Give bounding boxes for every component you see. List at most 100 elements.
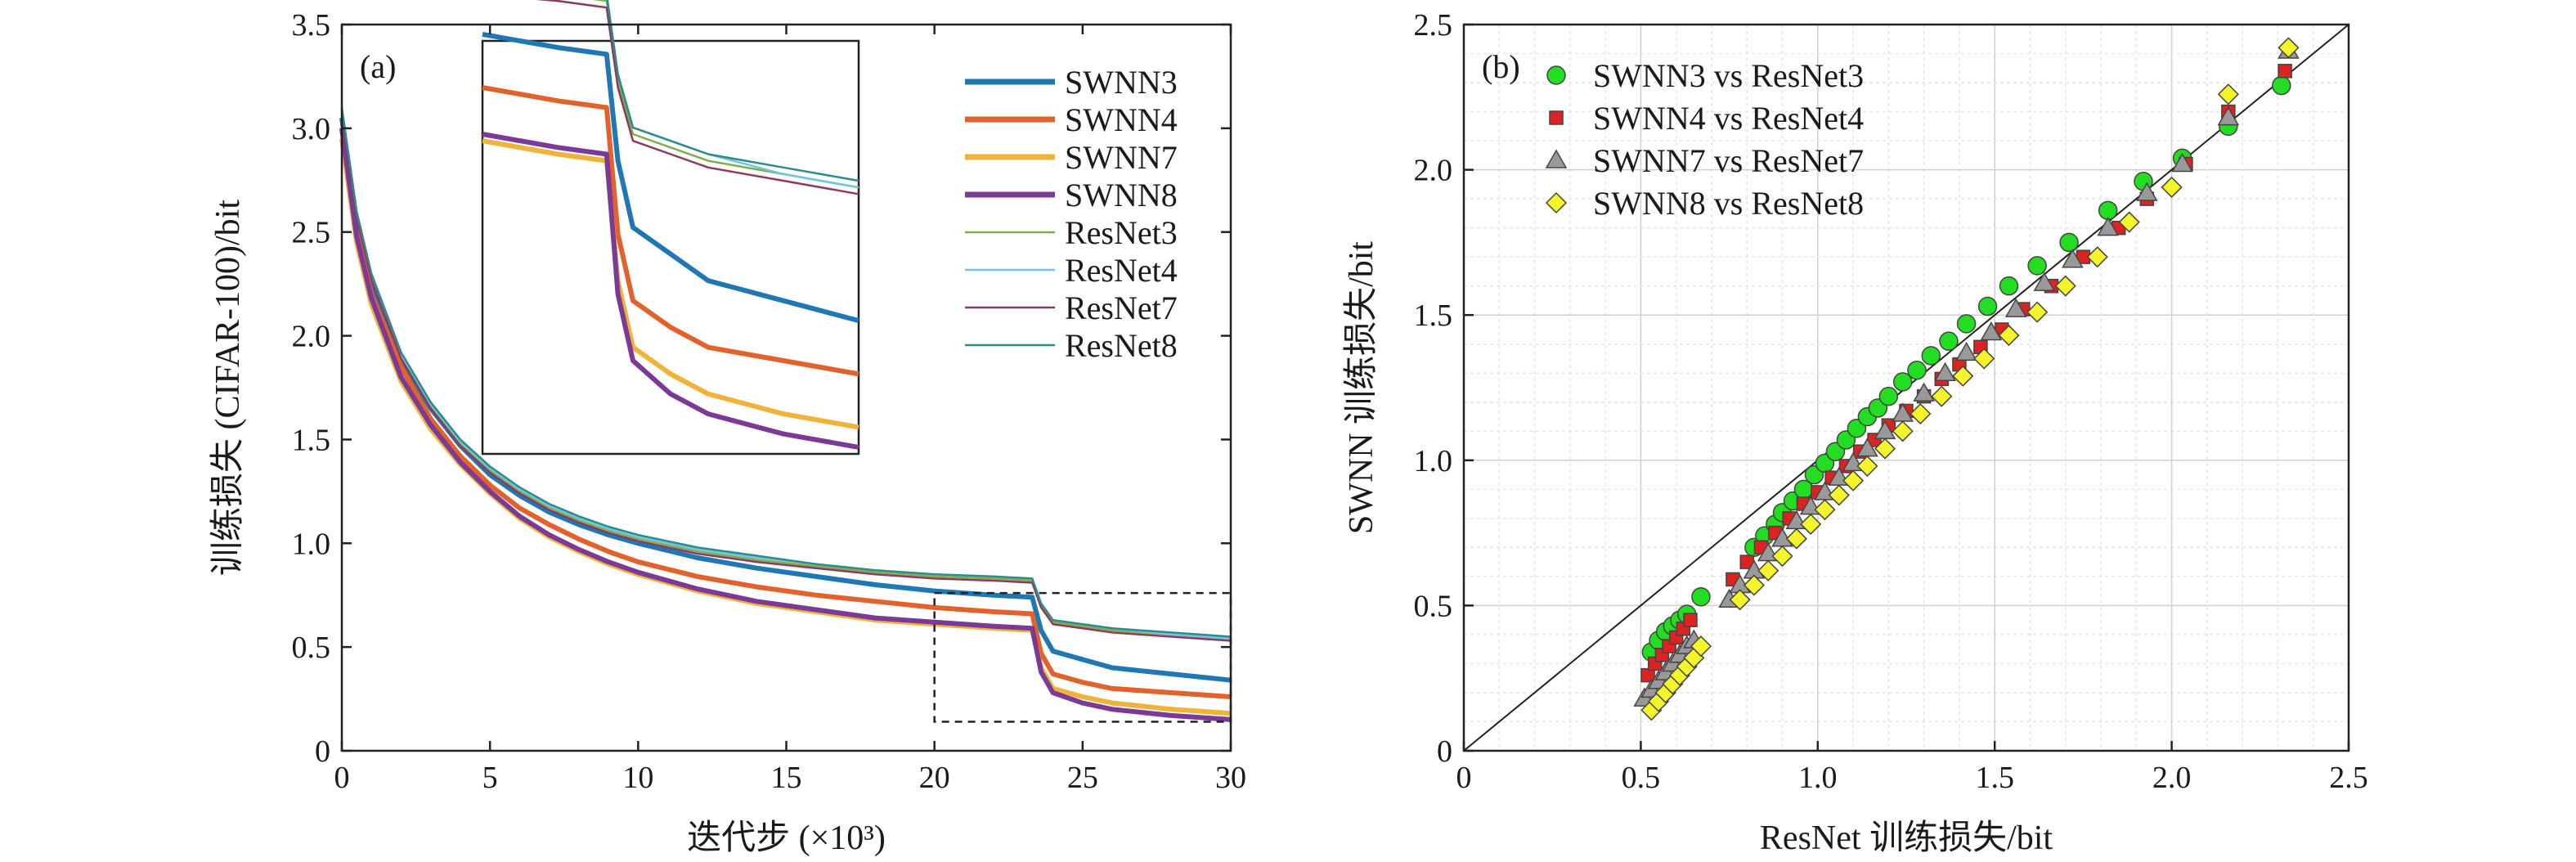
legend-label-swnn7-vs-resnet7: SWNN7 vs ResNet7 bbox=[1593, 142, 1864, 179]
scatter-point-swnn7-vs-resnet7 bbox=[2171, 152, 2193, 173]
inset-series-line-swnn3 bbox=[482, 31, 859, 323]
scatter-point-swnn3-vs-resnet3 bbox=[1999, 276, 2019, 296]
x-tick-label: 0.5 bbox=[1622, 761, 1661, 795]
scatter-point-swnn3-vs-resnet3 bbox=[1956, 314, 1977, 334]
y-tick-label: 0.5 bbox=[1414, 589, 1453, 623]
x-tick-label: 1.5 bbox=[1975, 761, 2014, 795]
scatter-point-swnn8-vs-resnet8 bbox=[2118, 211, 2140, 233]
scatter-point-swnn7-vs-resnet7 bbox=[2217, 106, 2240, 126]
x-tick-label: 5 bbox=[482, 761, 498, 795]
scatter-point-swnn3-vs-resnet3 bbox=[1921, 346, 1941, 366]
inset-series-line-resnet8 bbox=[606, 0, 859, 182]
y-tick-label: 0.5 bbox=[292, 631, 331, 665]
series-line-resnet3 bbox=[340, 111, 1232, 640]
y-tick-label: 3.0 bbox=[292, 112, 331, 146]
scatter-point-swnn7-vs-resnet7 bbox=[1934, 361, 1956, 381]
series-line-swnn8 bbox=[339, 128, 1232, 722]
x-tick-label: 20 bbox=[919, 761, 950, 795]
y-tick-label: 2.5 bbox=[1414, 8, 1453, 43]
scatter-point-swnn7-vs-resnet7 bbox=[2004, 298, 2027, 317]
x-tick-label: 15 bbox=[771, 761, 802, 795]
scatter-point-swnn8-vs-resnet8 bbox=[1757, 559, 1779, 581]
legend-label-swnn4: SWNN4 bbox=[1065, 101, 1178, 138]
scatter-point-swnn4-vs-resnet4 bbox=[1683, 613, 1698, 627]
panel-b-x-axis-label: ResNet 训练损失/bit bbox=[1760, 819, 2053, 857]
panel-a-legend: SWNN3SWNN4SWNN7SWNN8ResNet3ResNet4ResNet… bbox=[965, 64, 1178, 364]
legend-label-swnn3: SWNN3 bbox=[1065, 64, 1178, 101]
scatter-point-swnn4-vs-resnet4 bbox=[2278, 64, 2292, 79]
panel-b-tag: (b) bbox=[1482, 48, 1520, 85]
scatter-point-swnn7-vs-resnet7 bbox=[1980, 321, 2003, 341]
scatter-point-swnn7-vs-resnet7 bbox=[2136, 182, 2158, 201]
y-tick-label: 1.5 bbox=[292, 423, 331, 457]
panel-a-inset bbox=[481, 0, 860, 456]
scatter-point-swnn7-vs-resnet7 bbox=[2033, 272, 2056, 291]
legend-label-resnet7: ResNet7 bbox=[1065, 290, 1178, 326]
panel-a-series-lines bbox=[339, 107, 1232, 722]
x-tick-label: 1.0 bbox=[1798, 761, 1838, 795]
x-tick-label: 30 bbox=[1215, 761, 1246, 795]
scatter-point-swnn7-vs-resnet7 bbox=[2097, 217, 2119, 236]
scatter-point-swnn3-vs-resnet3 bbox=[1691, 586, 1711, 607]
scatter-point-swnn8-vs-resnet8 bbox=[2217, 83, 2239, 106]
legend-label-resnet4: ResNet4 bbox=[1065, 252, 1178, 289]
legend-label-resnet8: ResNet8 bbox=[1065, 327, 1178, 364]
y-tick-label: 3.5 bbox=[292, 8, 331, 43]
scatter-point-swnn8-vs-resnet8 bbox=[1771, 545, 1793, 568]
scatter-point-swnn3-vs-resnet3 bbox=[2059, 232, 2079, 253]
x-tick-label: 2.0 bbox=[2152, 761, 2192, 795]
scatter-point-swnn8-vs-resnet8 bbox=[1910, 402, 1932, 425]
scatter-point-swnn3-vs-resnet3 bbox=[1977, 296, 1998, 317]
scatter-point-swnn3-vs-resnet3 bbox=[1892, 372, 1913, 392]
scatter-point-swnn8-vs-resnet8 bbox=[1785, 528, 1807, 550]
series-line-swnn4 bbox=[339, 128, 1232, 699]
y-tick-label: 0 bbox=[1437, 734, 1452, 769]
legend-label-swnn4-vs-resnet4: SWNN4 vs ResNet4 bbox=[1593, 100, 1864, 137]
legend-marker-swnn4-vs-resnet4 bbox=[1549, 110, 1564, 125]
inset-series-line-resnet3 bbox=[592, 0, 859, 189]
panel-a-tag: (a) bbox=[360, 48, 396, 85]
scatter-point-swnn8-vs-resnet8 bbox=[1998, 325, 2020, 347]
panel-a-axes: 0 5 10 15 20 25 30 0 0.5 1.0 1.5 2.0 2.5 3.0 3.5 bbox=[292, 8, 1247, 795]
y-tick-label: 2.0 bbox=[292, 320, 331, 354]
scatter-point-swnn8-vs-resnet8 bbox=[1800, 513, 1822, 536]
scatter-point-swnn8-vs-resnet8 bbox=[1729, 589, 1751, 611]
series-line-resnet8 bbox=[340, 107, 1232, 638]
y-tick-label: 0 bbox=[315, 734, 330, 769]
panel-b-legend: SWNN3 vs ResNet3 SWNN4 vs ResNet4 SWNN7 vs… bbox=[1545, 57, 1864, 222]
scatter-point-swnn8-vs-resnet8 bbox=[1842, 469, 1865, 492]
panel-a-line-chart: 0 5 10 15 20 25 30 0 0.5 1.0 1.5 2.0 2.5 3.0 3.5 SWNN3… bbox=[209, 0, 1246, 857]
legend-marker-swnn3-vs-resnet3 bbox=[1546, 65, 1566, 85]
legend-label-swnn3-vs-resnet3: SWNN3 vs ResNet3 bbox=[1593, 57, 1864, 94]
scatter-point-swnn8-vs-resnet8 bbox=[1690, 635, 1712, 658]
panel-b-grid bbox=[1464, 25, 2349, 751]
scatter-point-swnn8-vs-resnet8 bbox=[1856, 455, 1878, 477]
scatter-point-swnn8-vs-resnet8 bbox=[2086, 246, 2108, 268]
y-tick-label: 2.0 bbox=[1414, 154, 1453, 188]
y-tick-label: 1.0 bbox=[292, 527, 331, 561]
legend-marker-swnn8-vs-resnet8 bbox=[1545, 191, 1568, 214]
scatter-point-swnn8-vs-resnet8 bbox=[1828, 484, 1850, 506]
scatter-point-swnn7-vs-resnet7 bbox=[2062, 249, 2084, 268]
legend-label-swnn7: SWNN7 bbox=[1065, 139, 1178, 176]
scatter-point-swnn8-vs-resnet8 bbox=[1874, 438, 1896, 460]
y-tick-label: 1.5 bbox=[1414, 299, 1453, 333]
scatter-point-swnn3-vs-resnet3 bbox=[1939, 331, 1959, 351]
scatter-point-swnn8-vs-resnet8 bbox=[1952, 365, 1974, 387]
inset-frame bbox=[481, 39, 860, 456]
scatter-point-swnn8-vs-resnet8 bbox=[1743, 574, 1765, 596]
scatter-point-swnn8-vs-resnet8 bbox=[1814, 499, 1836, 521]
y-tick-label: 1.0 bbox=[1414, 444, 1453, 478]
scatter-point-swnn3-vs-resnet3 bbox=[2098, 200, 2118, 221]
scatter-point-swnn8-vs-resnet8 bbox=[1973, 348, 1995, 370]
scatter-point-swnn3-vs-resnet3 bbox=[1907, 360, 1927, 380]
panel-b-scatter-chart: 0 0.5 1.0 1.5 2.0 2.5 0 0.5 1.0 1.5 2.0 2.5 SWNN3 v… bbox=[1342, 8, 2368, 857]
x-tick-label: 0 bbox=[1456, 761, 1472, 795]
inset-series-line-swnn4 bbox=[482, 85, 859, 377]
panel-a-y-axis-label: 训练损失 (CIFAR-100)/bit bbox=[209, 200, 247, 576]
legend-label-resnet3: ResNet3 bbox=[1065, 214, 1178, 251]
scatter-point-swnn8-vs-resnet8 bbox=[1931, 385, 1953, 407]
series-line-resnet7 bbox=[340, 113, 1232, 642]
x-tick-label: 25 bbox=[1067, 761, 1098, 795]
